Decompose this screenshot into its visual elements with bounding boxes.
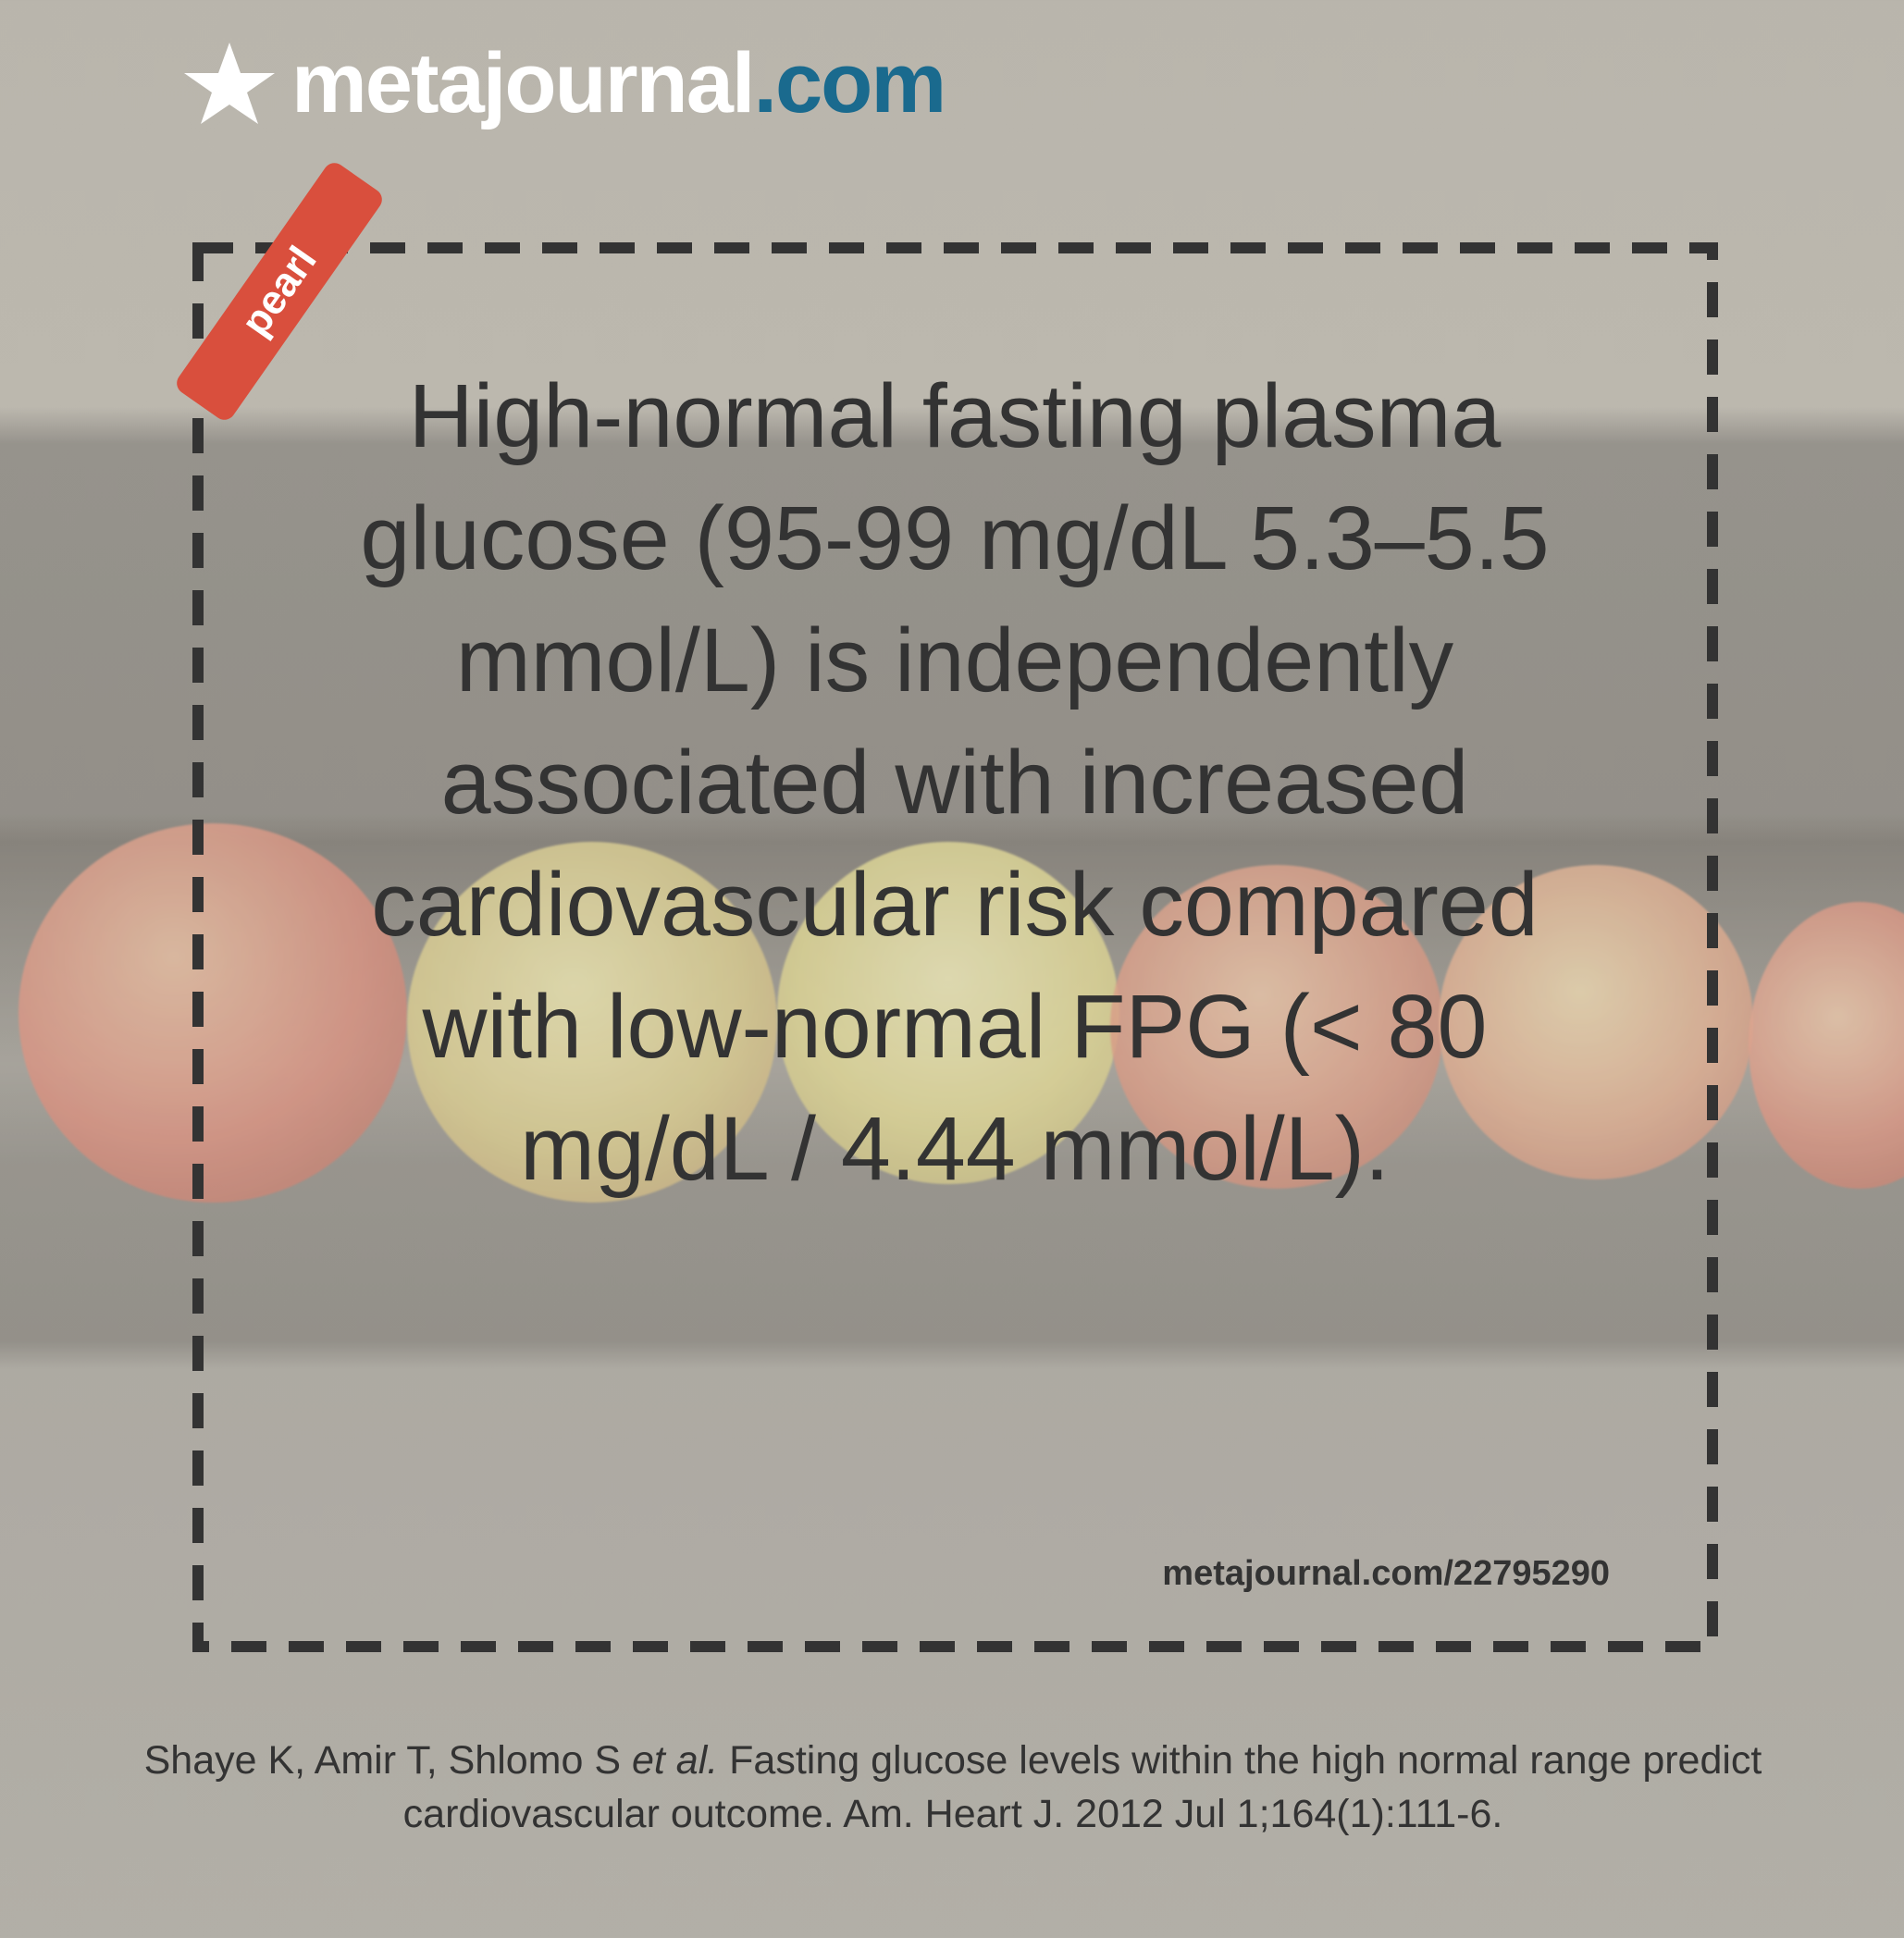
- apple: [1439, 865, 1753, 1179]
- star-icon: [184, 43, 275, 124]
- apple: [19, 823, 407, 1203]
- logo-text: metajournal.com: [291, 36, 946, 130]
- apple: [407, 842, 777, 1203]
- citation: Shaye K, Amir T, Shlomo S et al. Fasting…: [143, 1738, 1762, 1836]
- apple: [777, 842, 1119, 1184]
- pearl-text: High-normal fasting plasma glucose (95-9…: [360, 365, 1550, 1199]
- apple: [1110, 865, 1443, 1189]
- site-logo[interactable]: metajournal.com: [179, 36, 946, 130]
- dashed-frame: [192, 242, 1718, 1652]
- article-link[interactable]: metajournal.com/22795290: [1162, 1554, 1610, 1593]
